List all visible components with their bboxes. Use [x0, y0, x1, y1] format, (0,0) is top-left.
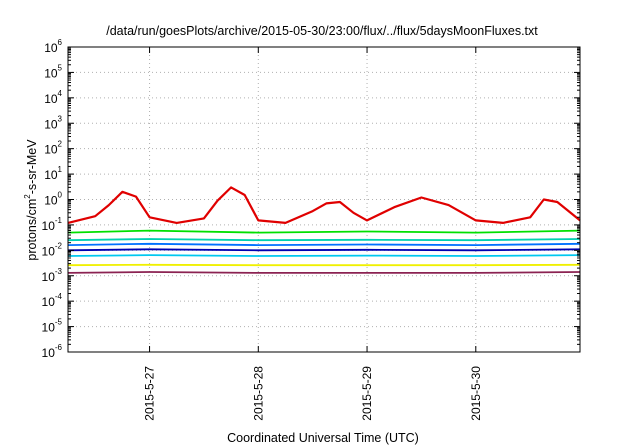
x-tick-label: 2015-5-29 [360, 366, 374, 421]
x-tick-label: 2015-5-30 [469, 366, 483, 421]
y-axis-label: protons/cm2-s-sr-MeV [23, 139, 39, 261]
chart-title: /data/run/goesPlots/archive/2015-05-30/2… [106, 24, 538, 38]
series-line [67, 254, 581, 257]
x-tick-label: 2015-5-28 [251, 366, 265, 421]
series-line [67, 238, 581, 242]
x-tick-label: 2015-5-27 [143, 366, 157, 421]
series-lines [67, 186, 581, 274]
series-line [67, 271, 581, 274]
series-line [67, 242, 581, 246]
series-line [67, 186, 581, 224]
series-line [67, 229, 581, 234]
x-axis-label: Coordinated Universal Time (UTC) [227, 431, 419, 445]
x-axis-ticks: 2015-5-27 2015-5-28 2015-5-29 2015-5-30 [143, 47, 483, 421]
series-line [67, 248, 581, 252]
